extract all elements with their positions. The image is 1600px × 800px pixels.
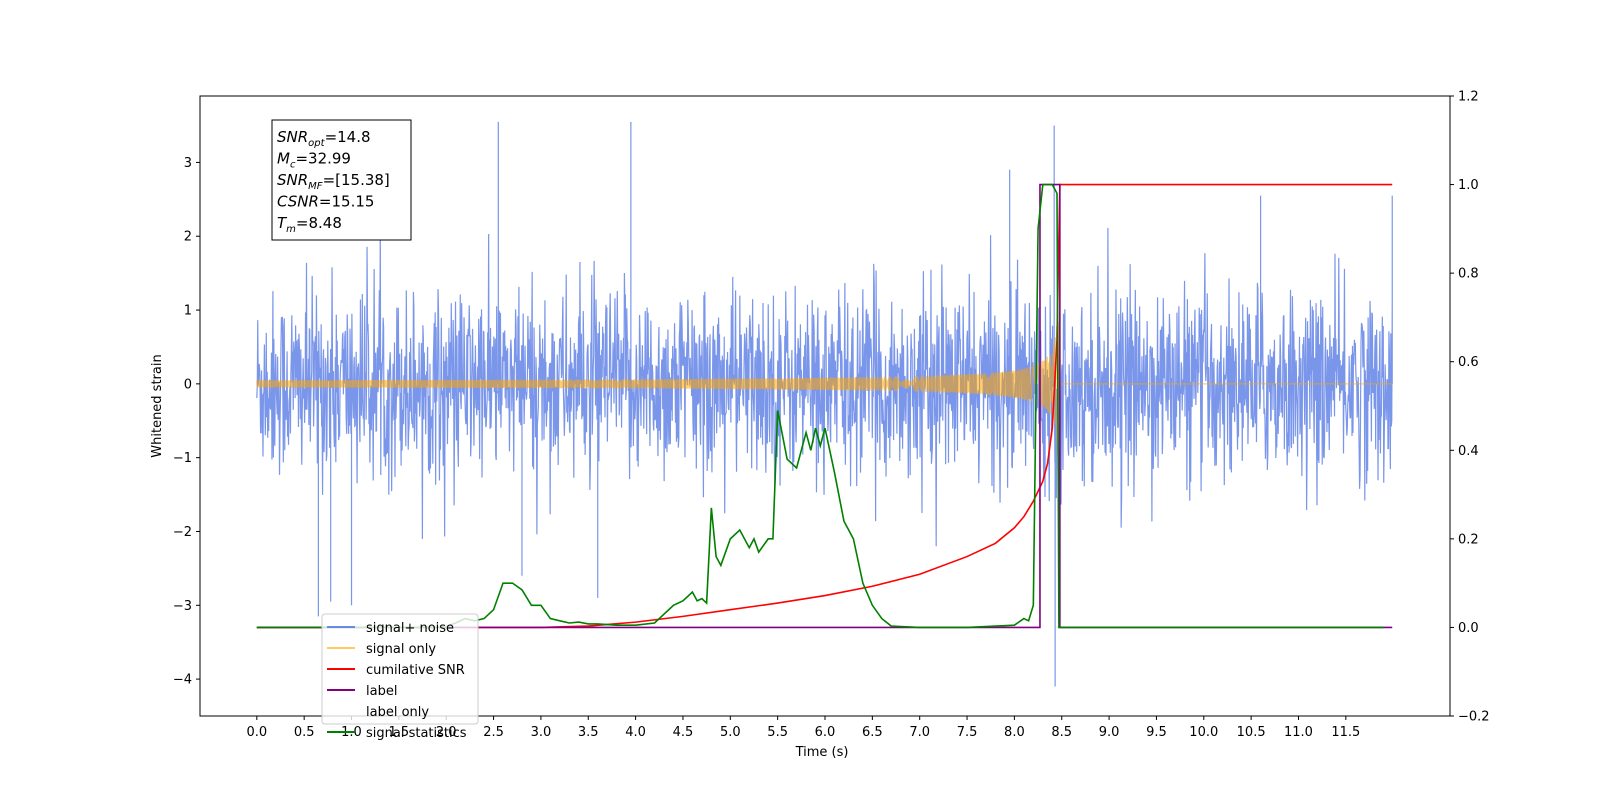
x-tick-label: 5.0 — [720, 725, 741, 740]
y-tick-label: 3 — [184, 156, 192, 171]
x-tick-label: 8.5 — [1051, 725, 1072, 740]
x-tick-label: 7.0 — [909, 725, 930, 740]
series-signal-statistics — [256, 183, 1384, 629]
x-tick-label: 10.5 — [1237, 725, 1266, 740]
y2-tick-label: 1.2 — [1458, 90, 1479, 105]
x-tick-label: 3.5 — [578, 725, 599, 740]
x-tick-label: 0.5 — [294, 725, 315, 740]
x-tick-label: 8.0 — [1004, 725, 1025, 740]
legend-label-signal-statistics: signal statistics — [366, 726, 467, 741]
x-axis-label: Time (s) — [795, 745, 849, 760]
annotation-frame — [271, 119, 412, 241]
annotation-line: Tm=8.48 — [277, 214, 342, 235]
annotation-line: SNRMF=[15.38] — [277, 171, 390, 192]
y-tick-label: −2 — [173, 525, 192, 540]
x-tick-label: 9.0 — [1099, 725, 1120, 740]
annotation-line: Mc=32.99 — [277, 150, 351, 171]
legend-label-label: label — [366, 684, 397, 699]
series-signal-noise — [256, 121, 1393, 687]
x-tick-label: 11.5 — [1331, 725, 1360, 740]
y-axis-ticks: −4 −3 −2 −1 0 1 2 3 — [173, 156, 200, 688]
y2-tick-label: −0.2 — [1458, 710, 1490, 725]
annotation-line: CSNR=15.15 — [277, 193, 374, 211]
y-tick-label: 2 — [184, 230, 192, 245]
x-tick-label: 10.0 — [1189, 725, 1218, 740]
series-signal-only — [256, 309, 1393, 456]
y2-tick-label: 0.6 — [1458, 355, 1479, 370]
x-tick-label: 1.5 — [389, 725, 410, 740]
x-axis-ticks: 0.0 0.5 1.0 1.5 2.0 2.5 3.0 3.5 4.0 4.5 5.0 5.5 6.0 6… — [246, 716, 1360, 740]
x-tick-label: 0.0 — [246, 725, 267, 740]
legend-frame — [321, 613, 479, 725]
y-tick-label: −4 — [173, 673, 192, 688]
x-tick-label: 2.0 — [436, 725, 457, 740]
x-tick-label: 9.5 — [1146, 725, 1167, 740]
x-tick-label: 4.0 — [625, 725, 646, 740]
x-tick-label: 3.0 — [531, 725, 552, 740]
y-axis-label: Whitened strain — [150, 354, 165, 457]
legend-label-signal-only: signal only — [366, 642, 436, 657]
plot-area — [256, 121, 1393, 687]
legend-label-signal-noise: signal+ noise — [366, 621, 454, 636]
x-tick-label: 6.0 — [815, 725, 836, 740]
x-tick-label: 5.5 — [767, 725, 788, 740]
x-tick-label: 2.5 — [483, 725, 504, 740]
legend-label-cumilative-snr: cumilative SNR — [366, 663, 465, 678]
y2-tick-label: 0.0 — [1458, 621, 1479, 636]
stats-annotation-box: SNRopt=14.8Mc=32.99SNRMF=[15.38]CSNR=15.… — [271, 119, 412, 241]
x-tick-label: 11.0 — [1284, 725, 1313, 740]
x-tick-label: 7.5 — [957, 725, 978, 740]
y-tick-label: 0 — [184, 377, 192, 392]
x-tick-label: 4.5 — [673, 725, 694, 740]
y2-tick-label: 0.8 — [1458, 267, 1479, 282]
y-tick-label: −1 — [173, 451, 192, 466]
annotation-line: SNRopt=14.8 — [277, 128, 371, 149]
y-tick-label: −3 — [173, 599, 192, 614]
y2-tick-label: 0.2 — [1458, 532, 1479, 547]
y2-tick-label: 0.4 — [1458, 444, 1479, 459]
legend: signal+ noise signal only cumilative SNR la… — [321, 613, 479, 741]
y2-axis-ticks: −0.2 0.0 0.2 0.4 0.6 0.8 1.0 1.2 — [1450, 90, 1490, 725]
y-tick-label: 1 — [184, 304, 192, 319]
legend-label-label-only: label only — [366, 705, 429, 720]
x-tick-label: 6.5 — [862, 725, 883, 740]
y2-tick-label: 1.0 — [1458, 178, 1479, 193]
